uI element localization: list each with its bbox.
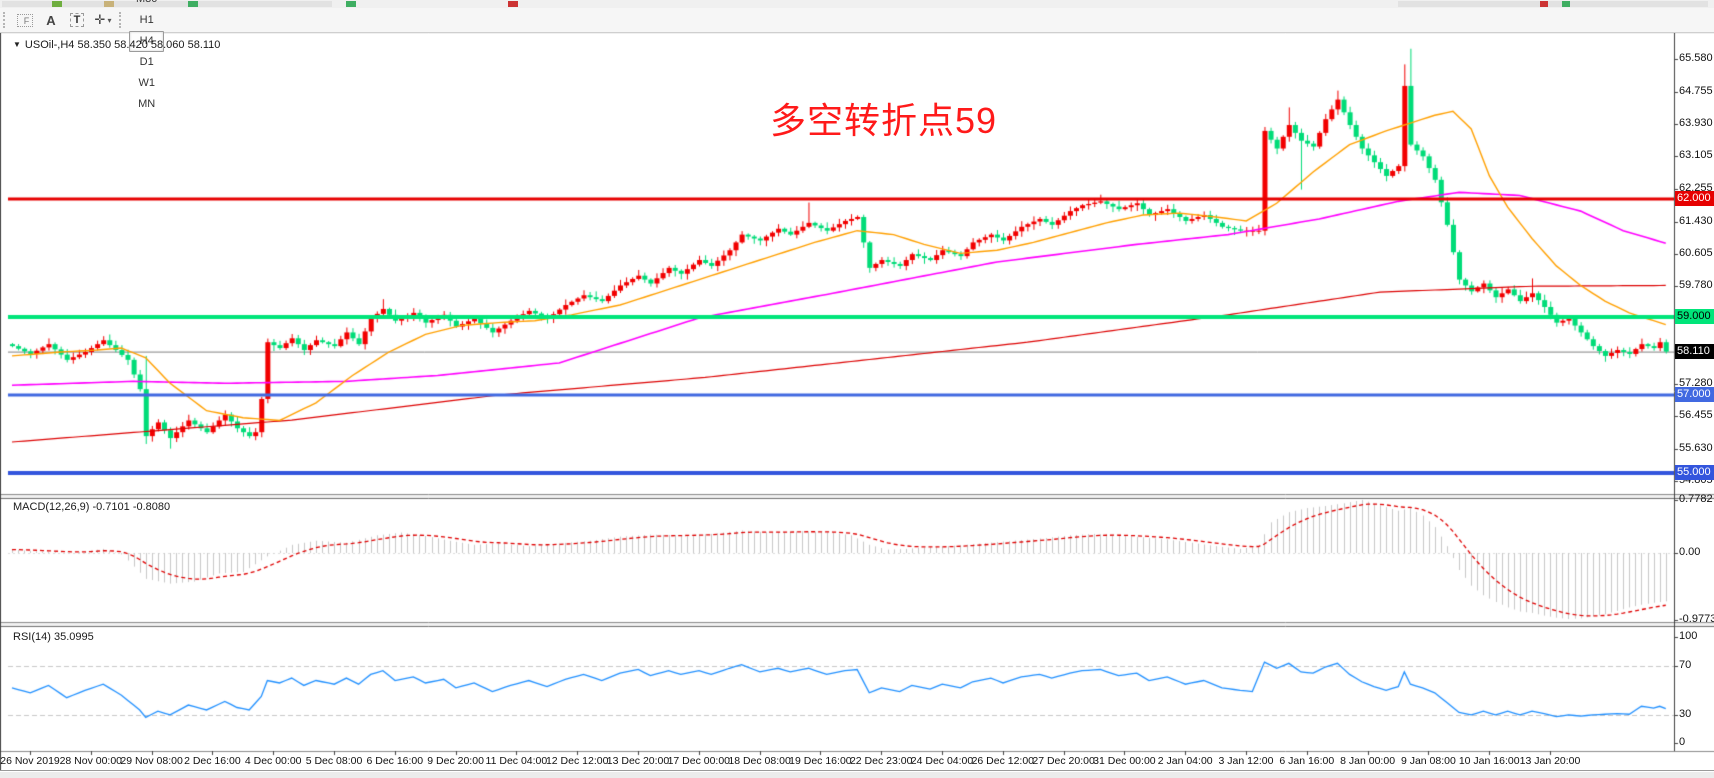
price-axis-label: 64.755 [1679, 85, 1713, 97]
price-axis-label: 65.580 [1679, 52, 1713, 64]
price-axis-label: 63.930 [1679, 117, 1713, 129]
time-axis-label: 18 Dec 08:00 [728, 755, 791, 767]
time-axis-label: 11 Dec 04:00 [485, 755, 548, 767]
time-axis-label: 2 Dec 16:00 [184, 755, 241, 767]
time-axis-label: 9 Dec 20:00 [427, 755, 484, 767]
chart-annotation-text[interactable]: 多空转折点59 [770, 100, 998, 141]
rsi-axis-label: 70 [1679, 659, 1692, 671]
price-level-badge: 55.000 [1675, 465, 1714, 480]
symbol-dropdown-icon[interactable]: ▼ [13, 40, 21, 49]
rsi-axis-label: 100 [1679, 630, 1698, 642]
clipped-toolbar-fragment [508, 1, 518, 7]
price-axis-label: 60.605 [1679, 247, 1713, 259]
price-axis-label: 56.455 [1679, 409, 1713, 421]
time-axis-label: 17 Dec 00:00 [667, 755, 731, 767]
symbol-ohlc-line[interactable]: ▼ USOil-,H4 58.350 58.420 58.060 58.110 [13, 39, 220, 51]
price-level-badge: 57.000 [1675, 387, 1714, 402]
symbol-ohlc-text: USOil-,H4 58.350 58.420 58.060 58.110 [24, 39, 221, 51]
time-axis-label: 6 Jan 16:00 [1279, 755, 1335, 767]
arrow-tools-icon[interactable]: ✛ ▾ [94, 12, 112, 27]
price-level-badge: 58.110 [1675, 344, 1714, 359]
price-axis-label: 61.430 [1679, 215, 1713, 227]
insert-text-icon[interactable]: A [46, 12, 56, 28]
price-level-badge: 59.000 [1675, 309, 1714, 324]
chart-toolbar: F A T ✛▾ M1M5M15M30H1H4D1W1MN [0, 0, 1714, 110]
time-axis-label: 29 Nov 08:00 [120, 755, 183, 767]
time-axis-label: 13 Jan 20:00 [1519, 755, 1581, 767]
timeframe-button-w1[interactable]: W1 [138, 77, 155, 89]
price-axis-label: 59.780 [1679, 279, 1713, 291]
text-label-icon[interactable]: T [67, 11, 87, 29]
price-axis-label: 57.280 [1679, 377, 1713, 389]
price-axis-label: 63.105 [1679, 149, 1713, 161]
clipped-toolbar-fragment [346, 1, 356, 7]
rsi-indicator-label: RSI(14) 35.0995 [13, 631, 94, 643]
time-axis-label: 12 Dec 12:00 [545, 755, 609, 767]
time-axis-label: 19 Dec 16:00 [789, 755, 852, 767]
window-bottom-edge [0, 770, 1714, 778]
macd-axis-label: 0.7782 [1679, 493, 1713, 505]
time-axis-label: 4 Dec 00:00 [244, 755, 302, 767]
clipped-toolbar-fragment [52, 1, 62, 7]
timeframe-button-mn[interactable]: MN [138, 98, 156, 110]
time-axis-label: 28 Nov 00:00 [59, 755, 123, 767]
timeframe-button-h4[interactable]: H4 [129, 30, 165, 52]
rsi-axis-label: 0 [1679, 736, 1686, 748]
time-axis-label: 26 Nov 2019 [0, 755, 60, 767]
macd-axis-label: -0.9773 [1679, 613, 1714, 625]
time-axis-label: 6 Dec 16:00 [366, 755, 424, 767]
price-axis-label: 55.630 [1679, 442, 1713, 454]
toolbar-grip[interactable] [3, 12, 9, 28]
time-axis-label: 2 Jan 04:00 [1157, 755, 1213, 767]
templates-grid-icon[interactable]: F [15, 11, 35, 29]
time-axis-label: 13 Dec 20:00 [606, 755, 670, 767]
time-axis-label: 5 Dec 08:00 [305, 755, 363, 767]
timeframe-buttons: M1M5M15M30H1H4D1W1MN [128, 0, 165, 115]
timeframe-button-h1[interactable]: H1 [139, 14, 154, 26]
time-axis-label: 8 Jan 00:00 [1340, 755, 1396, 767]
time-axis-label: 10 Jan 16:00 [1458, 755, 1520, 767]
clipped-toolbar-fragment [1540, 1, 1548, 7]
time-axis-label: 9 Jan 08:00 [1400, 755, 1456, 767]
macd-axis-label: 0.00 [1679, 546, 1701, 558]
timeframe-button-d1[interactable]: D1 [139, 56, 154, 68]
time-axis-label: 3 Jan 12:00 [1218, 755, 1274, 767]
timeframe-button-m30[interactable]: M30 [129, 0, 164, 10]
time-axis-label: 22 Dec 23:00 [849, 755, 913, 767]
clipped-toolbar-fragment [104, 1, 114, 7]
macd-indicator-label: MACD(12,26,9) -0.7101 -0.8080 [13, 501, 171, 513]
clipped-toolbar-fragment [1398, 1, 1708, 7]
dropdown-caret-icon: ▾ [107, 15, 112, 25]
time-axis-label: 26 Dec 12:00 [971, 755, 1035, 767]
time-axis-label: 31 Dec 00:00 [1093, 755, 1156, 767]
clipped-toolbar-fragment [188, 1, 198, 7]
time-axis-label: 24 Dec 04:00 [910, 755, 974, 767]
time-axis-label: 27 Dec 20:00 [1032, 755, 1095, 767]
clipped-toolbar-fragment [2, 1, 332, 7]
clipped-toolbar-fragment [1562, 1, 1570, 7]
rsi-axis-label: 30 [1679, 708, 1692, 720]
toolbar-grip[interactable] [119, 12, 125, 28]
price-level-badge: 62.000 [1675, 191, 1714, 206]
